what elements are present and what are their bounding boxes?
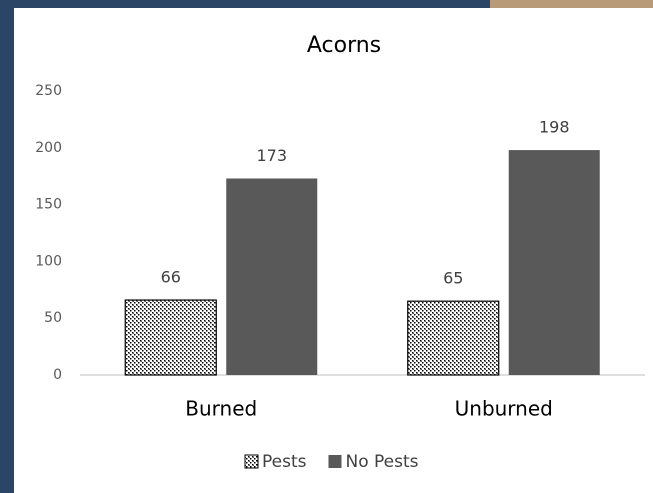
y-tick-label: 250	[35, 83, 62, 99]
y-tick-label: 200	[35, 140, 62, 156]
x-tick-label: Burned	[185, 397, 257, 421]
chart: Acorns 0 50 100 150 200 250 Burned 66 173 Unburne…	[0, 0, 653, 493]
y-tick-label: 100	[35, 253, 62, 269]
legend-swatch	[328, 455, 341, 468]
legend-swatch	[245, 455, 258, 468]
value-label: 66	[161, 268, 181, 287]
x-tick-label: Unburned	[455, 397, 553, 421]
value-label: 198	[539, 118, 570, 137]
value-label: 65	[443, 269, 463, 288]
bar	[509, 150, 600, 375]
legend-label: No Pests	[345, 452, 418, 472]
bar	[226, 178, 317, 375]
legend-label: Pests	[262, 452, 307, 472]
page: {"chart_data": {"type": "bar", "title": …	[0, 0, 653, 493]
chart-title: Acorns	[307, 33, 381, 58]
value-label: 173	[256, 146, 287, 165]
y-tick-label: 150	[35, 197, 62, 213]
bar	[125, 300, 216, 375]
bar	[408, 301, 499, 375]
y-tick-label: 0	[53, 367, 62, 383]
y-tick-label: 50	[44, 310, 62, 326]
